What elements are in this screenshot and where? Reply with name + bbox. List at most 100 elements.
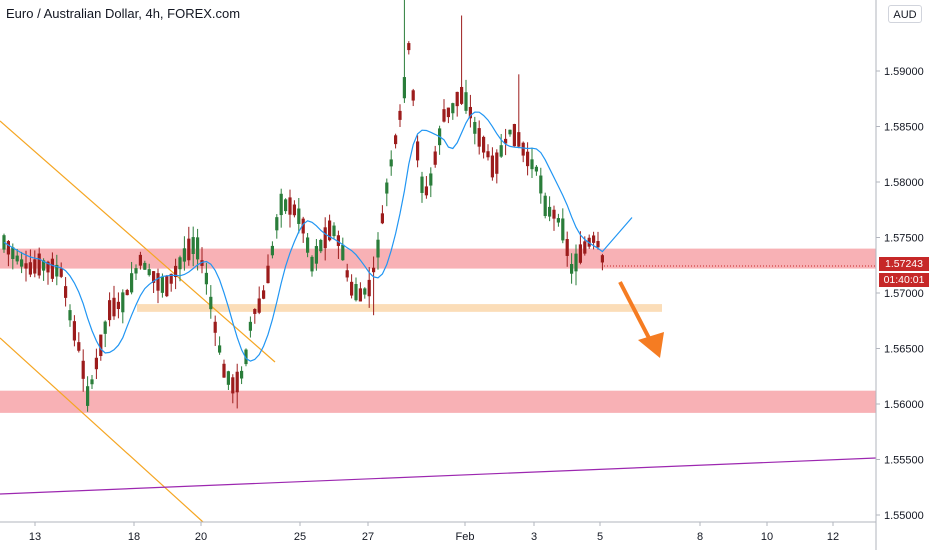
- candle-body: [46, 261, 50, 273]
- candle-body: [50, 258, 54, 279]
- channel-line-lower: [0, 337, 204, 523]
- candle-body: [182, 248, 186, 262]
- time-axis: 13 18 20 25 27 Feb 3 5 8 10 12: [29, 522, 839, 543]
- candle-body: [433, 151, 437, 165]
- candle-body: [363, 288, 367, 295]
- candle-body: [482, 136, 486, 153]
- candle-body: [59, 268, 63, 277]
- candle-body: [486, 151, 490, 158]
- time-tick-label: 5: [597, 531, 603, 543]
- candle-body: [138, 254, 142, 266]
- candle-body: [424, 186, 428, 196]
- zone-support: [0, 390, 876, 413]
- candle-body: [600, 255, 604, 263]
- candle-body: [473, 121, 477, 134]
- candle-body: [226, 371, 230, 385]
- channel-line-upper: [0, 120, 276, 363]
- price-tick-label: 1.56000: [884, 399, 924, 411]
- candle-body: [539, 175, 543, 194]
- candle-body: [385, 182, 389, 194]
- candle-body: [490, 155, 494, 178]
- candle-body: [253, 309, 257, 314]
- candle-body: [204, 272, 208, 285]
- candle-body: [257, 298, 261, 313]
- candle-body: [288, 197, 292, 215]
- candle-body: [380, 213, 384, 224]
- candle-body: [6, 241, 10, 255]
- candle-body: [451, 103, 455, 114]
- candle-body: [15, 255, 19, 262]
- candle-body: [446, 107, 450, 118]
- candle-body: [28, 262, 32, 275]
- candle-body: [222, 363, 226, 378]
- candle-body: [33, 259, 37, 274]
- chart-title: Euro / Australian Dollar, 4h, FOREX.com: [6, 6, 241, 21]
- candle-body: [55, 264, 59, 277]
- candle-body: [552, 209, 556, 219]
- candle-body: [314, 246, 318, 264]
- candle-body: [570, 264, 574, 274]
- candle-body: [534, 166, 538, 172]
- candle-body: [64, 286, 68, 298]
- candle-body: [99, 334, 103, 357]
- candle-body: [306, 237, 310, 253]
- candle-body: [262, 290, 266, 299]
- zone-resistance: [0, 248, 876, 269]
- candle-body: [279, 193, 283, 216]
- candles: [2, 0, 604, 412]
- candle-body: [266, 265, 270, 284]
- candle-body: [90, 379, 94, 385]
- candle-body: [416, 141, 420, 161]
- candle-body: [174, 265, 178, 278]
- candle-body: [548, 206, 552, 217]
- arrow-shaft: [618, 281, 652, 341]
- candle-body: [200, 260, 204, 266]
- candle-body: [121, 292, 125, 313]
- candle-body: [103, 321, 107, 334]
- candle-body: [77, 342, 81, 351]
- candle-body: [402, 77, 406, 99]
- candle-body: [499, 145, 503, 157]
- candle-body: [345, 270, 349, 278]
- candle-body: [292, 204, 296, 216]
- candle-body: [477, 128, 481, 147]
- candle-body: [517, 132, 521, 147]
- price-tick-label: 1.58500: [884, 122, 924, 134]
- candle-body: [116, 301, 120, 310]
- candle-body: [125, 290, 129, 296]
- currency-button[interactable]: AUD: [888, 5, 922, 23]
- candle-body: [297, 208, 301, 224]
- candle-body: [72, 321, 76, 341]
- candle-body: [213, 321, 217, 333]
- candle-body: [191, 237, 195, 254]
- price-tick-label: 1.58000: [884, 177, 924, 189]
- zone-minor: [137, 304, 662, 312]
- candle-body: [372, 267, 376, 273]
- candle-body: [218, 345, 222, 353]
- candle-body: [578, 244, 582, 263]
- candle-body: [231, 377, 235, 394]
- candle-body: [143, 262, 147, 270]
- candle-body: [209, 296, 213, 310]
- candle-body: [169, 273, 173, 284]
- candle-body: [94, 357, 98, 370]
- candle-body: [178, 257, 182, 270]
- time-tick-label: 3: [531, 531, 537, 543]
- candle-body: [358, 288, 362, 302]
- candle-body: [429, 173, 433, 186]
- candle-body: [350, 281, 354, 296]
- candle-body: [574, 253, 578, 272]
- candle-body: [319, 239, 323, 252]
- candle-body: [556, 218, 560, 223]
- candle-body: [112, 297, 116, 317]
- price-axis: 1.55000 1.55500 1.56000 1.56500 1.57000 1.575…: [876, 66, 924, 522]
- candle-body: [512, 124, 516, 147]
- candle-body: [11, 247, 15, 259]
- candle-body: [86, 386, 90, 406]
- candle-body: [565, 239, 569, 256]
- candle-body: [530, 159, 534, 170]
- candle-body: [244, 349, 248, 365]
- price-tick-label: 1.56500: [884, 344, 924, 356]
- candle-body: [301, 218, 305, 234]
